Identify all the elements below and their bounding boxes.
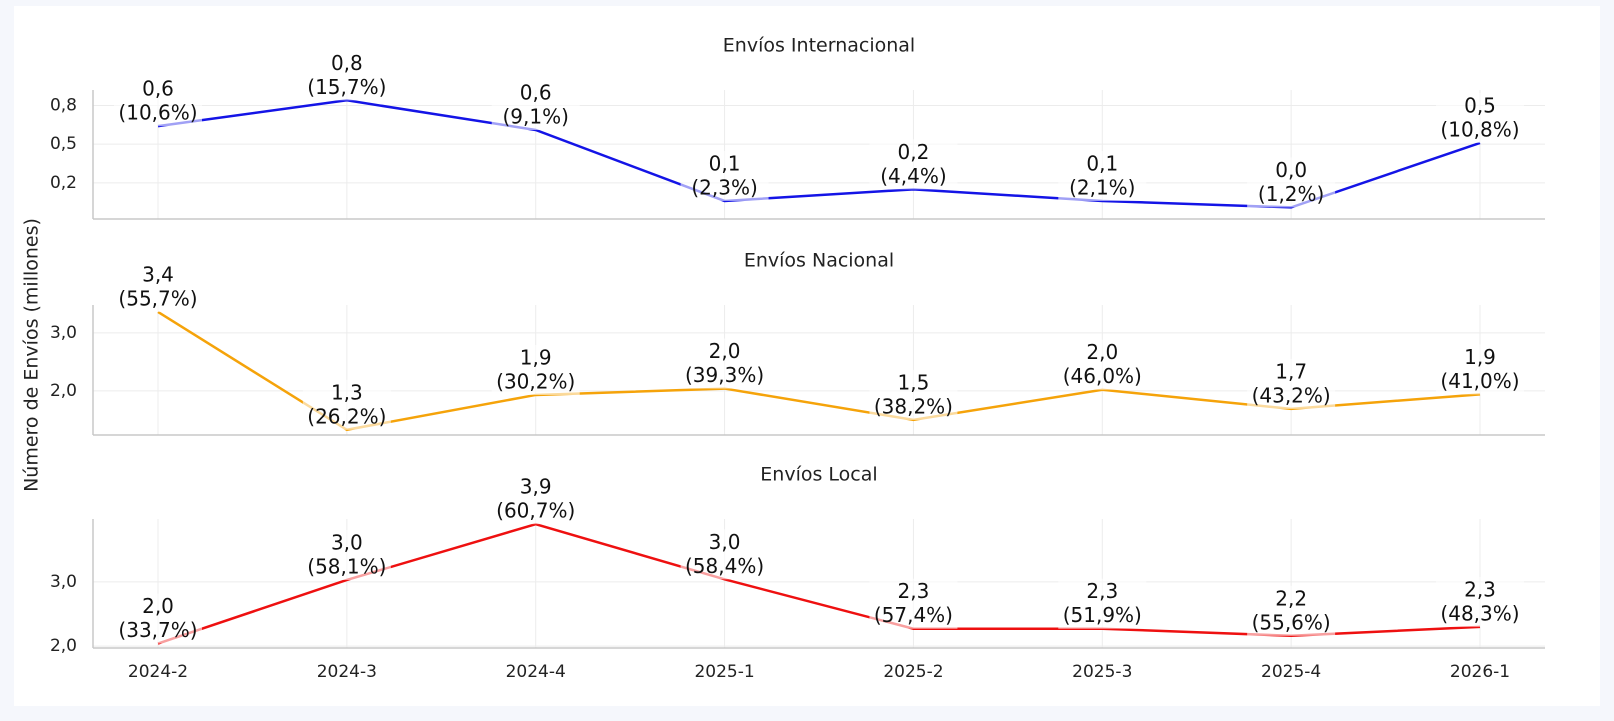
share-label: (48,3%) (1440, 601, 1519, 625)
x-tick-label: 2025-1 (694, 662, 754, 682)
label-box (1058, 339, 1147, 390)
label-box (114, 593, 202, 644)
y-tick-label: 2,0 (50, 636, 77, 656)
share-label: (33,7%) (118, 618, 197, 642)
y-axis-label: Número de Envíos (millones) (21, 218, 43, 492)
share-label: (2,3%) (691, 175, 757, 199)
share-label: (38,2%) (874, 394, 953, 418)
share-label: (55,7%) (118, 286, 197, 310)
value-label: 0,1 (1086, 151, 1118, 175)
value-label: 1,9 (520, 345, 552, 369)
share-label: (30,2%) (496, 369, 575, 393)
value-label: 0,5 (1464, 93, 1496, 117)
share-label: (26,2%) (307, 404, 386, 428)
label-box (869, 139, 958, 190)
value-label: 2,3 (1086, 579, 1118, 603)
value-label: 2,0 (709, 339, 741, 363)
value-label: 2,2 (1275, 586, 1307, 610)
subplot-title: Envíos Local (760, 464, 877, 486)
share-label: (9,1%) (503, 104, 569, 128)
subplot-title: Envíos Nacional (744, 250, 894, 272)
value-label: 1,5 (898, 370, 930, 394)
share-label: (41,0%) (1440, 369, 1519, 393)
share-label: (46,0%) (1063, 364, 1142, 388)
label-box (491, 344, 580, 395)
share-label: (1,2%) (1258, 182, 1324, 206)
y-tick-label: 3,0 (50, 572, 77, 592)
value-label: 1,3 (331, 380, 363, 404)
share-label: (10,6%) (118, 101, 197, 125)
value-label: 1,7 (1275, 359, 1307, 383)
share-label: (58,1%) (307, 554, 386, 578)
x-tick-label: 2025-4 (1261, 662, 1321, 682)
y-tick-label: 3,0 (50, 323, 77, 343)
share-label: (10,8%) (1440, 117, 1519, 141)
label-box (1436, 92, 1524, 143)
label-box (1247, 157, 1336, 208)
label-box (491, 79, 580, 130)
label-box (680, 150, 769, 201)
value-label: 0,2 (898, 140, 930, 164)
share-label: (15,7%) (307, 75, 386, 99)
value-label: 0,6 (142, 77, 174, 101)
value-label: 2,0 (1086, 340, 1118, 364)
x-tick-label: 2025-3 (1072, 662, 1132, 682)
label-box (680, 338, 769, 389)
share-label: (2,1%) (1069, 175, 1135, 199)
y-tick-label: 0,8 (50, 95, 77, 115)
share-label: (57,4%) (874, 603, 953, 627)
share-label: (4,4%) (880, 164, 946, 188)
value-label: 3,4 (142, 262, 174, 286)
label-box (302, 529, 391, 580)
label-box (114, 76, 202, 127)
share-label: (51,9%) (1063, 603, 1142, 627)
label-box (302, 50, 391, 101)
subplot-title: Envíos Internacional (723, 35, 915, 57)
label-box (869, 578, 958, 629)
label-box (114, 261, 202, 312)
value-label: 0,8 (331, 51, 363, 75)
share-label: (58,4%) (685, 554, 764, 578)
label-box (1436, 344, 1524, 395)
value-label: 2,3 (898, 579, 930, 603)
value-label: 0,1 (709, 151, 741, 175)
label-box (491, 474, 580, 525)
x-tick-label: 2026-1 (1450, 662, 1510, 682)
label-box (680, 529, 769, 580)
y-tick-label: 0,2 (50, 173, 77, 193)
value-label: 3,0 (709, 530, 741, 554)
share-label: (55,6%) (1252, 610, 1331, 634)
value-label: 0,6 (520, 80, 552, 104)
x-tick-label: 2024-4 (506, 662, 566, 682)
share-label: (39,3%) (685, 363, 764, 387)
label-box (1058, 578, 1147, 629)
x-tick-label: 2024-3 (317, 662, 377, 682)
label-box (302, 379, 391, 430)
value-label: 2,0 (142, 594, 174, 618)
value-label: 3,0 (331, 530, 363, 554)
value-label: 1,9 (1464, 345, 1496, 369)
y-tick-label: 0,5 (50, 134, 77, 154)
label-box (869, 369, 958, 420)
label-box (1058, 150, 1147, 201)
label-box (1247, 585, 1336, 636)
background (14, 6, 1600, 706)
share-label: (60,7%) (496, 499, 575, 523)
share-label: (43,2%) (1252, 383, 1331, 407)
y-tick-label: 2,0 (50, 381, 77, 401)
x-tick-label: 2025-2 (883, 662, 943, 682)
label-box (1436, 576, 1524, 627)
x-tick-label: 2024-2 (128, 662, 188, 682)
value-label: 3,9 (520, 475, 552, 499)
value-label: 2,3 (1464, 577, 1496, 601)
label-box (1247, 358, 1336, 409)
value-label: 0,0 (1275, 158, 1307, 182)
